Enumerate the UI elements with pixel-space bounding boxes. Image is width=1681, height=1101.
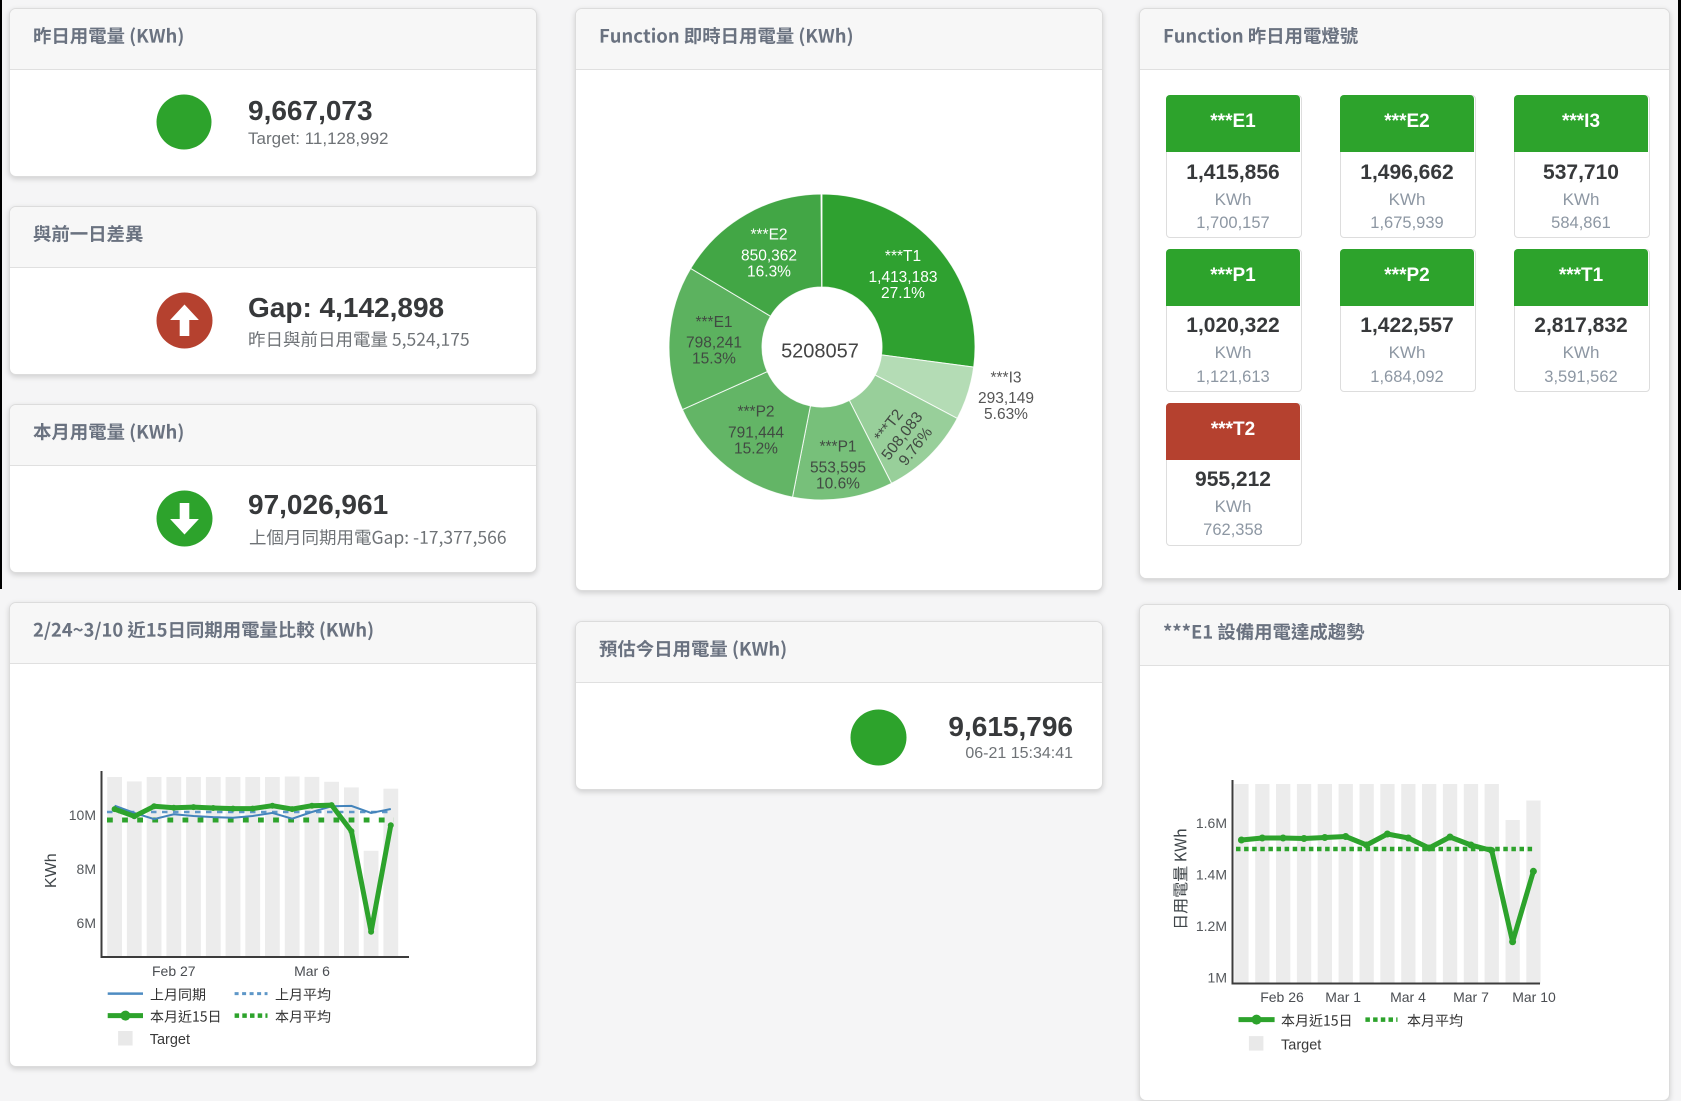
svg-text:Mar 10: Mar 10	[1512, 989, 1556, 1005]
svg-text:5.63%: 5.63%	[984, 406, 1028, 423]
svg-text:***E1: ***E1	[695, 314, 732, 331]
svg-text:Mar 1: Mar 1	[1325, 989, 1361, 1005]
svg-text:15.3%: 15.3%	[692, 351, 736, 368]
svg-text:***P2: ***P2	[737, 404, 774, 421]
svg-text:1,413,183: 1,413,183	[869, 269, 938, 286]
svg-text:1.4M: 1.4M	[1196, 867, 1227, 883]
svg-text:***P1: ***P1	[819, 439, 856, 456]
svg-text:8M: 8M	[77, 861, 96, 877]
svg-text:293,149: 293,149	[978, 390, 1034, 407]
svg-text:Mar 7: Mar 7	[1453, 989, 1489, 1005]
svg-text:Mar 6: Mar 6	[294, 963, 330, 979]
svg-text:791,444: 791,444	[728, 424, 784, 441]
svg-text:Mar 4: Mar 4	[1390, 989, 1426, 1005]
svg-text:Feb 26: Feb 26	[1260, 989, 1304, 1005]
svg-text:10.6%: 10.6%	[816, 475, 860, 492]
svg-text:10M: 10M	[69, 807, 96, 823]
svg-text:1.6M: 1.6M	[1196, 815, 1227, 831]
svg-text:553,595: 553,595	[810, 459, 866, 476]
svg-text:6M: 6M	[77, 915, 96, 931]
svg-text:27.1%: 27.1%	[881, 285, 925, 302]
svg-text:16.3%: 16.3%	[747, 263, 791, 280]
svg-text:1.2M: 1.2M	[1196, 918, 1227, 934]
svg-text:15.2%: 15.2%	[734, 440, 778, 457]
svg-text:***I3: ***I3	[990, 369, 1021, 386]
svg-text:Target: Target	[1281, 1038, 1321, 1054]
svg-text:798,241: 798,241	[686, 335, 742, 352]
svg-text:850,362: 850,362	[741, 247, 797, 264]
svg-text:Feb 27: Feb 27	[152, 963, 196, 979]
svg-text:Target: Target	[150, 1032, 190, 1048]
svg-text:1M: 1M	[1208, 970, 1227, 986]
svg-text:***E2: ***E2	[750, 227, 787, 244]
svg-text:5208057: 5208057	[781, 341, 859, 363]
svg-text:***T1: ***T1	[885, 248, 921, 265]
